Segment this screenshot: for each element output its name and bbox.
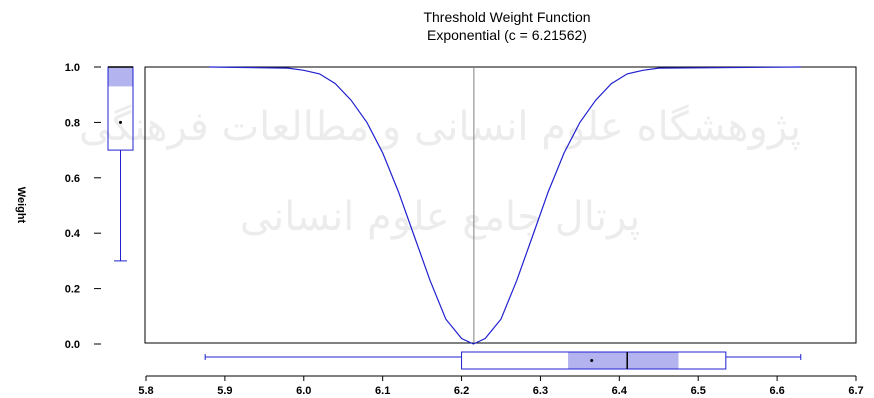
y-tick-label: 0.4: [65, 228, 81, 240]
y-tick-label: 0.2: [65, 284, 80, 296]
x-tick-label: 6.1: [375, 385, 390, 397]
y-tick-label: 0.8: [65, 117, 80, 129]
y-tick-label: 0.6: [65, 173, 80, 185]
y-tick-label: 0.0: [65, 339, 80, 351]
x-tick-label: 6.2: [454, 385, 469, 397]
x-tick-label: 5.9: [217, 385, 232, 397]
x-boxplot-mean: [590, 359, 594, 362]
x-tick-label: 6.4: [612, 385, 628, 397]
weight-boxplot-shade: [108, 67, 133, 87]
chart-subtitle: Exponential (c = 6.21562): [427, 27, 587, 43]
x-boxplot-shade: [568, 352, 679, 369]
chart-marks: 0.0 0.2 0.4 0.6 0.8 1.0 5.8 5.9 6.0 6.1 6.2 6.3 6.4 6…: [15, 62, 864, 397]
x-tick-label: 6.3: [533, 385, 548, 397]
x-tick-label: 6.5: [691, 385, 706, 397]
x-tick-label: 5.8: [138, 385, 153, 397]
y-tick-label: 1.0: [65, 62, 80, 74]
watermark-line-1: پژوهشگاه علوم انسانی و مطالعات فرهنگی: [79, 104, 801, 150]
watermark: پژوهشگاه علوم انسانی و مطالعات فرهنگی پر…: [79, 104, 801, 240]
chart-title: Threshold Weight Function: [423, 9, 590, 25]
plot-area-frame: [144, 66, 857, 344]
x-tick-label: 6.6: [769, 385, 784, 397]
weight-boxplot-mean: [119, 120, 122, 124]
x-boxplot-box: [461, 351, 727, 370]
x-tick-label: 6.7: [848, 385, 863, 397]
weight-function-line: [209, 66, 801, 345]
x-tick-label: 6.0: [296, 385, 311, 397]
watermark-line-2: پرتال جامع علوم انسانی: [240, 194, 641, 240]
y-axis-label: Weight: [15, 187, 27, 224]
